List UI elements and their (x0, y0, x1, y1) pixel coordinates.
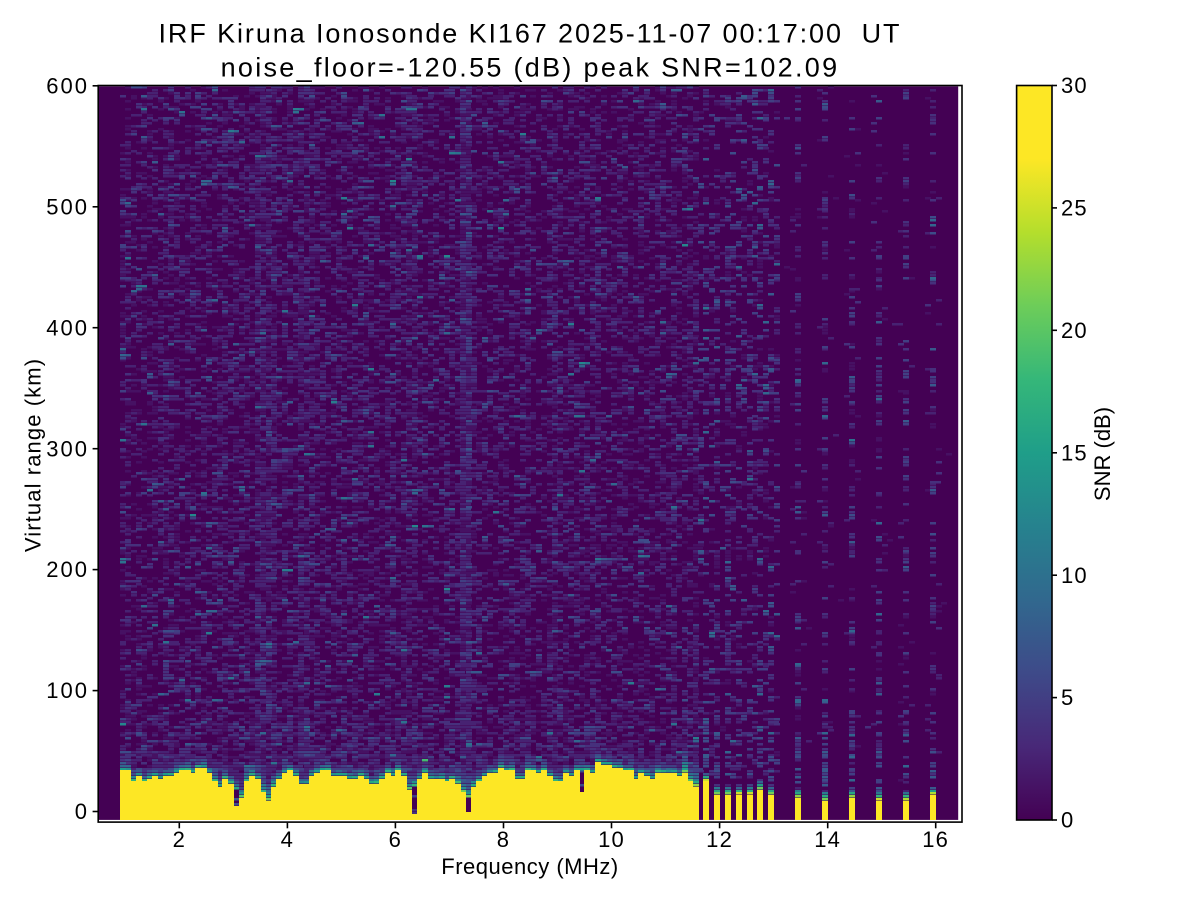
svg-text:30: 30 (1061, 73, 1088, 98)
svg-text:25: 25 (1061, 196, 1088, 221)
svg-text:6: 6 (389, 827, 402, 852)
svg-text:12: 12 (706, 827, 733, 852)
svg-text:8: 8 (497, 827, 510, 852)
svg-text:Virtual range (km): Virtual range (km) (21, 358, 46, 552)
svg-text:Frequency (MHz): Frequency (MHz) (441, 854, 618, 879)
svg-text:noise_floor=-120.55 (dB) peak: noise_floor=-120.55 (dB) peak SNR=102.09 (221, 53, 840, 83)
svg-text:0: 0 (75, 799, 89, 824)
svg-text:2: 2 (173, 827, 186, 852)
svg-text:0: 0 (1061, 808, 1074, 833)
svg-text:4: 4 (281, 827, 294, 852)
svg-text:300: 300 (46, 436, 89, 461)
svg-text:14: 14 (814, 827, 841, 852)
svg-text:15: 15 (1061, 440, 1088, 465)
svg-text:500: 500 (46, 194, 89, 219)
svg-text:400: 400 (46, 315, 89, 340)
svg-text:200: 200 (46, 557, 89, 582)
svg-text:10: 10 (1061, 563, 1088, 588)
svg-text:SNR (dB): SNR (dB) (1090, 407, 1115, 501)
svg-text:16: 16 (922, 827, 949, 852)
svg-text:600: 600 (46, 73, 89, 98)
svg-text:100: 100 (46, 678, 89, 703)
svg-text:5: 5 (1061, 685, 1074, 710)
svg-text:20: 20 (1061, 318, 1088, 343)
svg-text:IRF Kiruna Ionosonde KI167 202: IRF Kiruna Ionosonde KI167 2025-11-07 00… (159, 19, 902, 49)
svg-text:10: 10 (598, 827, 625, 852)
